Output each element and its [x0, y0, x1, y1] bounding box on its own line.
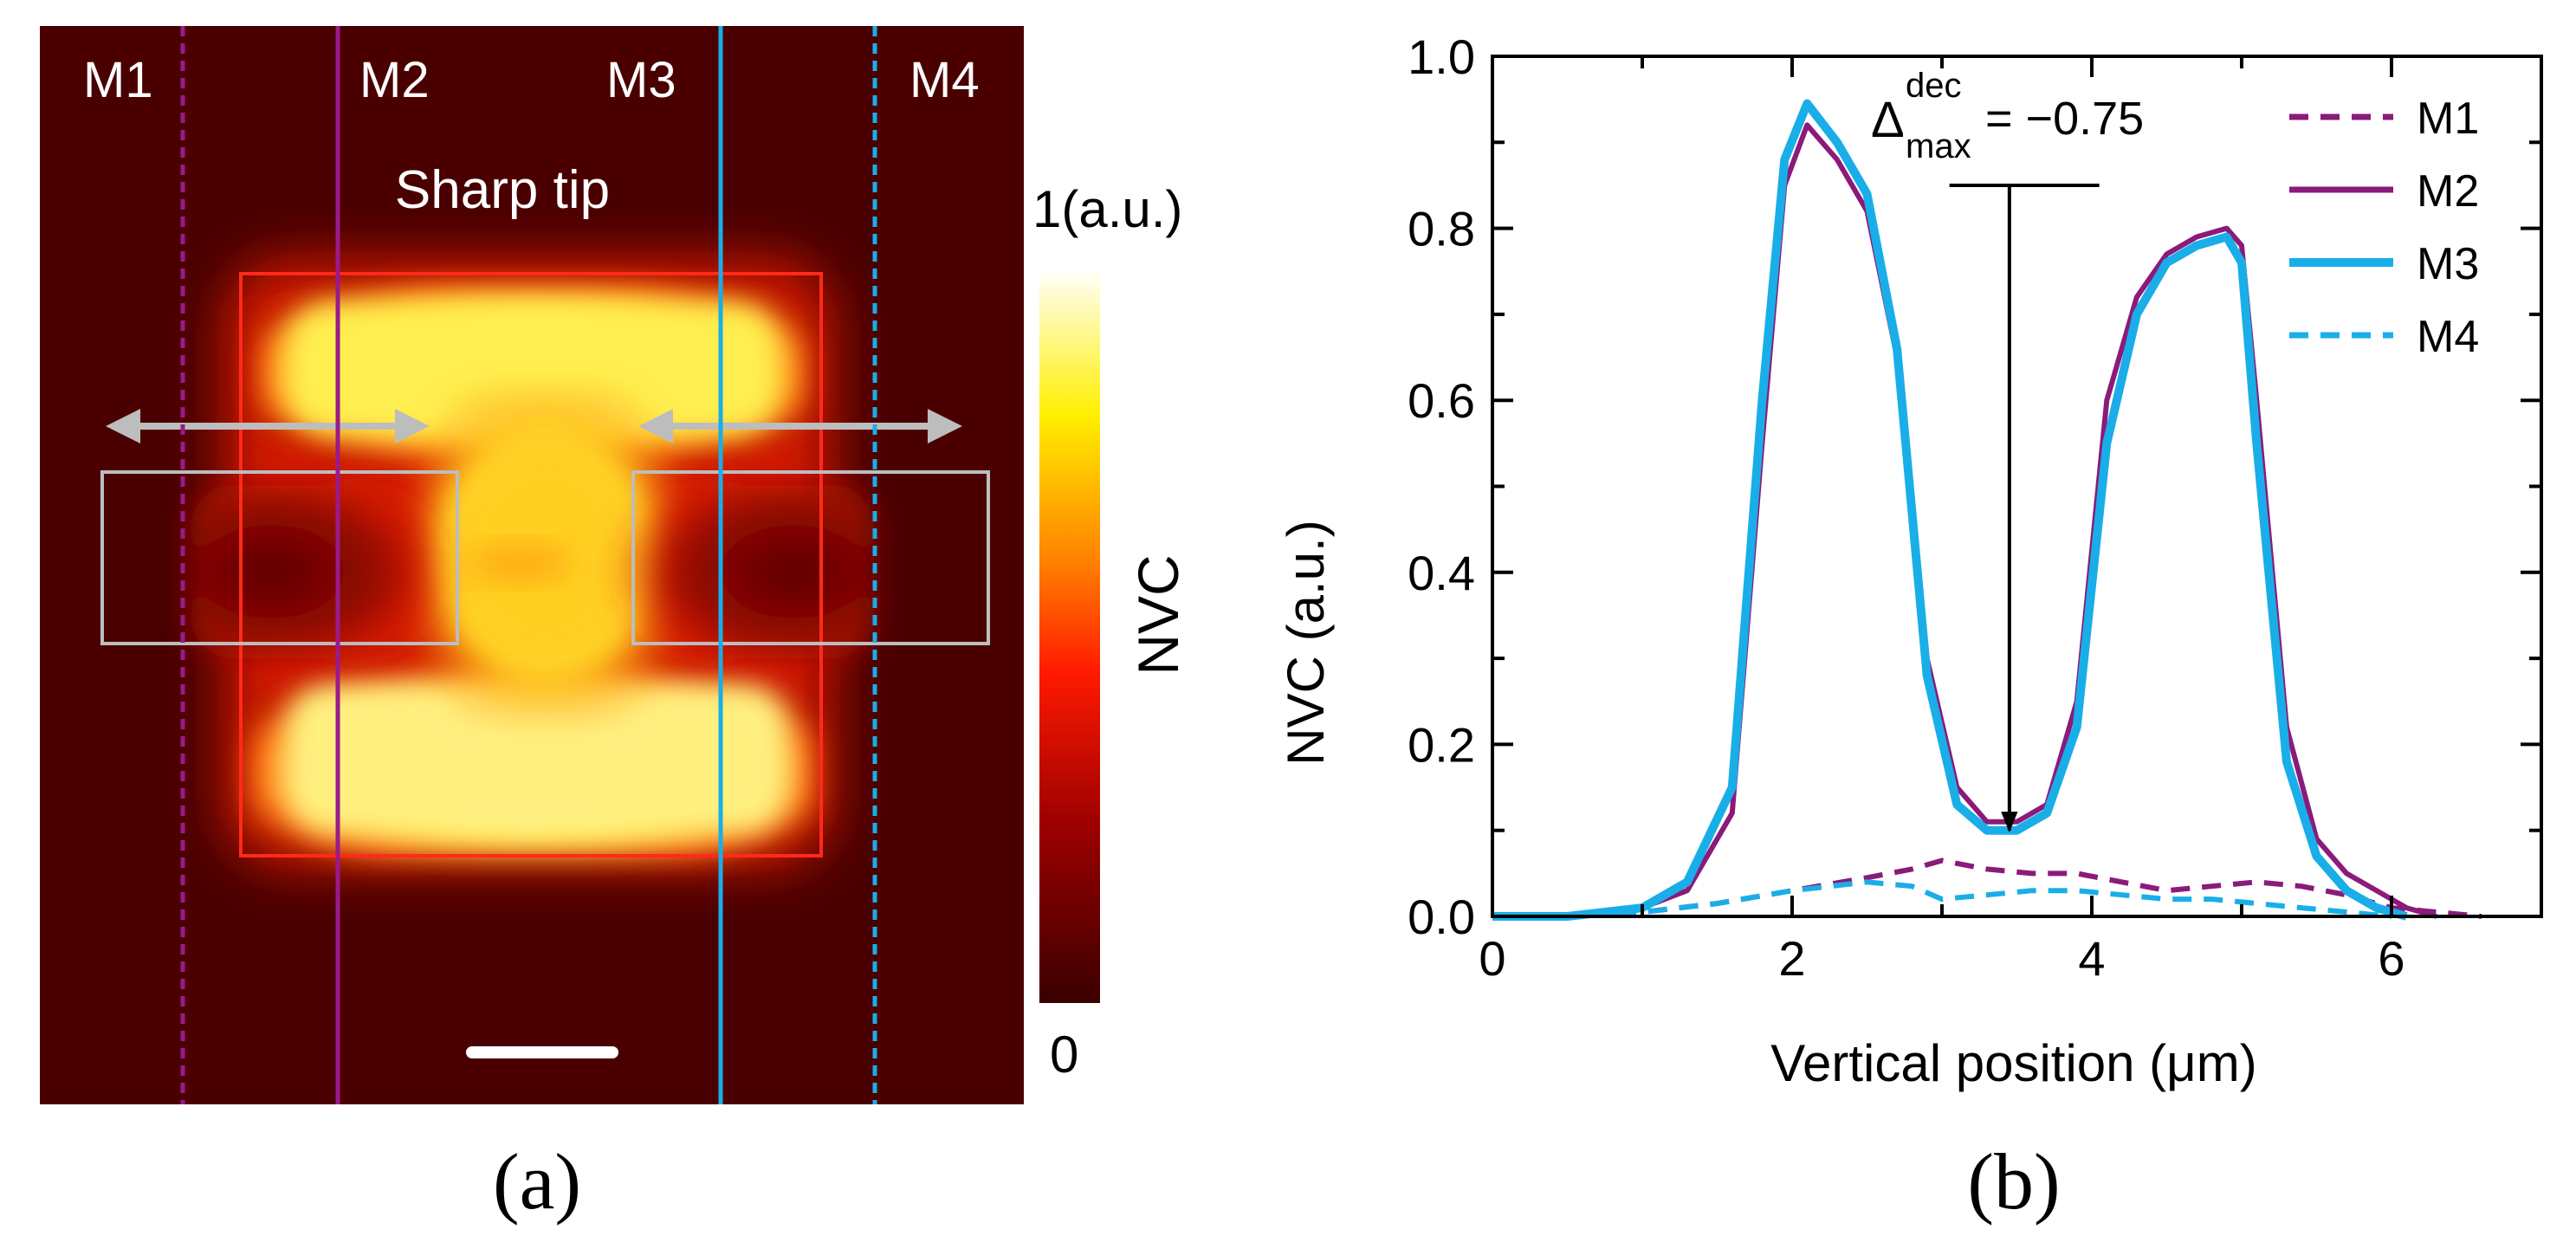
x-tick-label: 6 — [2378, 931, 2404, 986]
y-tick-label: 0.2 — [1408, 717, 1475, 772]
m3-label: M3 — [606, 52, 676, 108]
colorbar-title: NVC — [1126, 554, 1190, 675]
colorbar — [1039, 269, 1100, 1003]
colorbar-min-label: 0 — [1050, 1026, 1078, 1084]
x-tick-label: 2 — [1778, 931, 1805, 986]
x-tick-label: 4 — [2078, 931, 2105, 986]
panel-b-line-chart: 0 2 4 6 0.0 0.2 0.4 0.6 0.8 1.0 NVC (a.u.) Vertic… — [1277, 29, 2543, 1226]
left-region-box — [100, 470, 459, 645]
panel-b-caption: (b) — [1967, 1137, 2060, 1226]
series-line-m3 — [1492, 99, 2408, 921]
x-axis-label: Vertical position (μm) — [1770, 1034, 2256, 1092]
legend: M1 M2 M3 M4 — [2289, 94, 2479, 362]
y-tick-label: 0.8 — [1408, 202, 1475, 256]
legend-label-m3: M3 — [2417, 239, 2479, 289]
legend-label-m4: M4 — [2417, 312, 2479, 362]
scale-bar — [466, 1046, 618, 1058]
right-region-box — [631, 470, 990, 645]
heatmap-body — [191, 260, 875, 866]
panel-a-heatmap: M1 M2 M3 M4 Sharp tip 1(a.u.) 0 NVC (a) — [40, 26, 1190, 1226]
m1-label: M1 — [83, 52, 153, 108]
legend-label-m1: M1 — [2417, 94, 2479, 144]
axis-ticks: 0 2 4 6 0.0 0.2 0.4 0.6 0.8 1.0 — [1408, 29, 2543, 986]
legend-label-m2: M2 — [2417, 166, 2479, 217]
delta-annotation: Δ dec max = −0.75 — [1871, 67, 2144, 165]
y-tick-label: 0.4 — [1408, 546, 1475, 600]
delta-subscript: max — [1906, 127, 1971, 165]
y-axis-label: NVC (a.u.) — [1277, 520, 1335, 765]
y-tick-label: 0.6 — [1408, 373, 1475, 428]
y-tick-label: 1.0 — [1408, 29, 1475, 84]
series-line-m1 — [1492, 857, 2482, 919]
plot-area — [1492, 99, 2482, 921]
sharp-tip-title: Sharp tip — [395, 160, 610, 220]
delta-symbol: Δ — [1871, 92, 1905, 148]
panel-a-caption: (a) — [493, 1137, 581, 1226]
colorbar-max-label: 1(a.u.) — [1032, 180, 1182, 238]
delta-value: = −0.75 — [1985, 93, 2144, 145]
x-tick-label: 0 — [1479, 931, 1505, 986]
m4-label: M4 — [909, 52, 980, 108]
m2-label: M2 — [359, 52, 430, 108]
delta-superscript: dec — [1906, 67, 1962, 105]
device-outline-box — [239, 272, 823, 857]
y-tick-label: 0.0 — [1408, 890, 1475, 944]
